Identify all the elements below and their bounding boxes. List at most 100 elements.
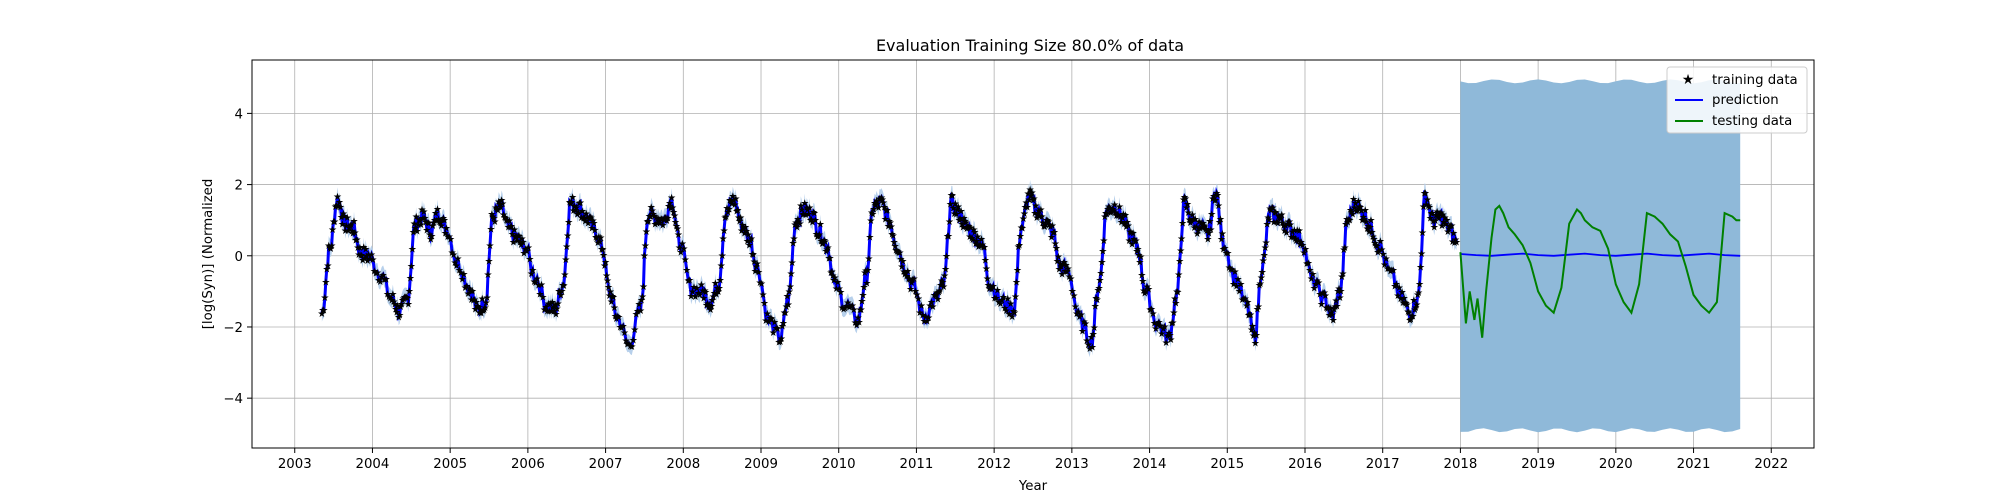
training-point: ★: [509, 238, 518, 249]
training-point: ★: [1044, 217, 1053, 228]
training-point: ★: [870, 199, 879, 210]
training-point: ★: [1129, 229, 1138, 240]
training-point: ★: [1180, 192, 1189, 203]
training-point: ★: [358, 256, 367, 267]
training-point: ★: [464, 289, 473, 300]
training-point: ★: [500, 213, 509, 224]
training-point: ★: [1038, 218, 1047, 229]
training-point: ★: [932, 288, 941, 299]
training-point: ★: [1298, 240, 1307, 251]
training-point: ★: [599, 251, 608, 262]
training-point: ★: [1360, 215, 1369, 226]
training-point: ★: [612, 314, 621, 325]
training-point: ★: [1246, 310, 1255, 321]
training-point: ★: [1370, 238, 1379, 249]
training-point: ★: [597, 245, 606, 256]
training-point: ★: [977, 234, 986, 245]
training-point: ★: [924, 313, 933, 324]
training-point: ★: [431, 209, 440, 220]
x-axis-label: Year: [1018, 479, 1048, 494]
training-point: ★: [810, 209, 819, 220]
y-axis-label: [log(Syn)] (Normalized: [201, 179, 216, 330]
training-point: ★: [331, 202, 340, 213]
training-point: ★: [623, 339, 632, 350]
training-point: ★: [359, 243, 368, 254]
training-point: ★: [1359, 213, 1368, 224]
legend-label-prediction: prediction: [1712, 93, 1779, 108]
training-point: ★: [1278, 218, 1287, 229]
training-point: ★: [1099, 236, 1108, 247]
training-point: ★: [510, 225, 519, 236]
training-point: ★: [1176, 246, 1185, 257]
training-point: ★: [746, 236, 755, 247]
training-point: ★: [586, 212, 595, 223]
training-point: ★: [788, 258, 797, 269]
training-point: ★: [1257, 273, 1266, 284]
training-point: ★: [704, 303, 713, 314]
training-point: ★: [955, 216, 964, 227]
training-point: ★: [990, 294, 999, 305]
training-point: ★: [1216, 215, 1225, 226]
training-point: ★: [458, 275, 467, 286]
training-point: ★: [962, 218, 971, 229]
training-point: ★: [699, 294, 708, 305]
training-point: ★: [497, 195, 506, 206]
training-point: ★: [379, 270, 388, 281]
training-point: ★: [626, 341, 635, 352]
training-point: ★: [936, 281, 945, 292]
training-point: ★: [949, 204, 958, 215]
training-point: ★: [1444, 224, 1453, 235]
training-point: ★: [334, 201, 343, 212]
training-point: ★: [417, 220, 426, 231]
training-point: ★: [436, 218, 445, 229]
training-point: ★: [364, 250, 373, 261]
training-point: ★: [486, 241, 495, 252]
training-point: ★: [362, 252, 371, 263]
training-point: ★: [761, 316, 770, 327]
training-point: ★: [355, 243, 364, 254]
training-point: ★: [1408, 312, 1417, 323]
training-point: ★: [1327, 308, 1336, 319]
training-point: ★: [1248, 322, 1257, 333]
training-point: ★: [1307, 274, 1316, 285]
training-point: ★: [676, 247, 685, 258]
training-point: ★: [770, 317, 779, 328]
training-point: ★: [786, 282, 795, 293]
training-point: ★: [416, 216, 425, 227]
training-point: ★: [685, 275, 694, 286]
training-point: ★: [1450, 238, 1459, 249]
training-point: ★: [1273, 218, 1282, 229]
x-tick-label: 2020: [1599, 457, 1633, 472]
training-point: ★: [1345, 216, 1354, 227]
training-point: ★: [864, 254, 873, 265]
training-point: ★: [975, 241, 984, 252]
training-point: ★: [1167, 319, 1176, 330]
training-point: ★: [388, 290, 397, 301]
training-point: ★: [690, 283, 699, 294]
training-point: ★: [681, 255, 690, 266]
training-point: ★: [965, 232, 974, 243]
training-point: ★: [1033, 208, 1042, 219]
training-point: ★: [1229, 279, 1238, 290]
training-point: ★: [1208, 194, 1217, 205]
training-point: ★: [356, 251, 365, 262]
training-point: ★: [1154, 318, 1163, 329]
training-point: ★: [839, 304, 848, 315]
training-point: ★: [1332, 296, 1341, 307]
training-point: ★: [828, 271, 837, 282]
training-point: ★: [973, 232, 982, 243]
training-point: ★: [1314, 278, 1323, 289]
training-point: ★: [495, 200, 504, 211]
training-point: ★: [880, 202, 889, 213]
y-axis: −4 −2 0 2 4: [223, 107, 252, 407]
training-point: ★: [709, 292, 718, 303]
training-point: ★: [1320, 288, 1329, 299]
training-point: ★: [398, 296, 407, 307]
training-point: ★: [897, 262, 906, 273]
training-point: ★: [581, 217, 590, 228]
training-point: ★: [1289, 232, 1298, 243]
training-point: ★: [1024, 189, 1033, 200]
training-point: ★: [775, 337, 784, 348]
training-point: ★: [380, 275, 389, 286]
training-point: ★: [1196, 224, 1205, 235]
